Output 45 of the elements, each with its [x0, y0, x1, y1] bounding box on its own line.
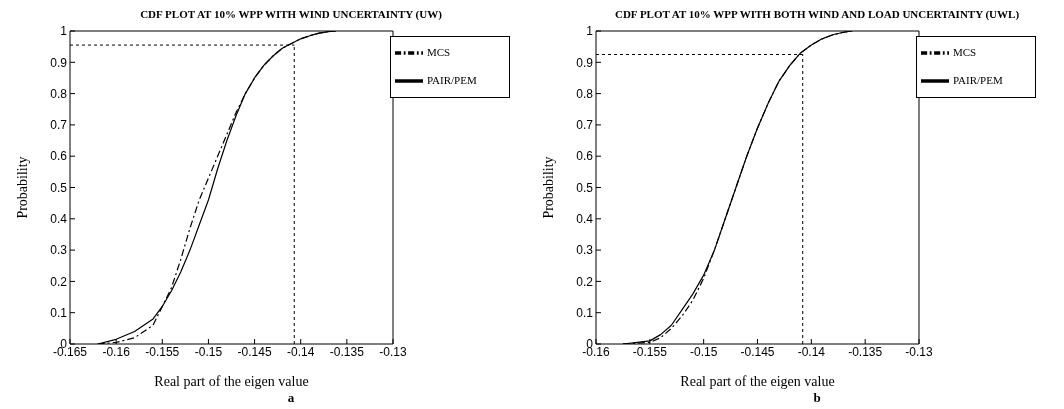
y-tick-label: 0.2 — [50, 274, 68, 289]
x-axis-title: Real part of the eigen value — [680, 374, 835, 389]
y-tick-label: 1 — [586, 24, 594, 39]
y-tick-label: 0.2 — [576, 274, 594, 289]
legend-label: PAIR/PEM — [427, 73, 477, 86]
x-tick-label: -0.15 — [689, 344, 718, 359]
y-tick-label: 1 — [60, 24, 68, 39]
x-axis-title: Real part of the eigen value — [154, 374, 309, 389]
x-tick-label: -0.135 — [848, 344, 883, 359]
y-tick-label: 0.9 — [50, 55, 68, 70]
y-tick-label: 0.7 — [576, 118, 594, 133]
x-tick-label: -0.155 — [632, 344, 668, 359]
chart-title: CDF PLOT AT 10% WPP WITH WIND UNCERTAINTY (UW) — [139, 8, 443, 22]
x-tick-label: -0.155 — [145, 344, 180, 359]
y-tick-label: 0.5 — [576, 180, 594, 195]
x-tick-label: -0.13 — [379, 344, 407, 359]
x-tick-label: -0.14 — [797, 344, 826, 359]
x-tick-label: -0.135 — [329, 344, 365, 359]
y-tick-label: 0.7 — [50, 118, 68, 133]
y-tick-label: 0.6 — [50, 149, 68, 164]
y-axis-title: Probability — [540, 156, 556, 219]
y-tick-label: 0.5 — [50, 180, 68, 195]
x-tick-label: -0.13 — [905, 344, 933, 359]
y-tick-label: 0.8 — [576, 86, 594, 101]
y-tick-label: 0.4 — [50, 212, 68, 227]
x-tick-label: -0.14 — [287, 344, 315, 359]
y-tick-label: 0.1 — [576, 305, 594, 320]
legend-label: MCS — [427, 45, 451, 58]
y-tick-label: 0.8 — [50, 86, 68, 101]
text: b — [812, 390, 822, 406]
x-tick-label: -0.145 — [740, 344, 775, 359]
legend-label: PAIR/PEM — [953, 73, 1003, 86]
y-axis-title: Probability — [14, 156, 30, 219]
legend-label: MCS — [953, 45, 977, 58]
x-tick-label: -0.16 — [102, 344, 131, 359]
y-tick-label: 0.6 — [576, 149, 594, 164]
chart-title: CDF PLOT AT 10% WPP WITH BOTH WIND AND LOAD UNCERTAINTY (UWL) — [613, 8, 1021, 22]
y-tick-label: 0.3 — [576, 243, 594, 258]
text: a — [286, 390, 296, 406]
y-tick-label: 0.1 — [50, 305, 68, 320]
x-tick-label: -0.145 — [237, 344, 272, 359]
y-tick-label: 0.3 — [50, 243, 68, 258]
y-tick-label: 0.9 — [576, 55, 594, 70]
y-tick-label: 0.4 — [576, 212, 594, 227]
x-tick-label: -0.15 — [194, 344, 223, 359]
